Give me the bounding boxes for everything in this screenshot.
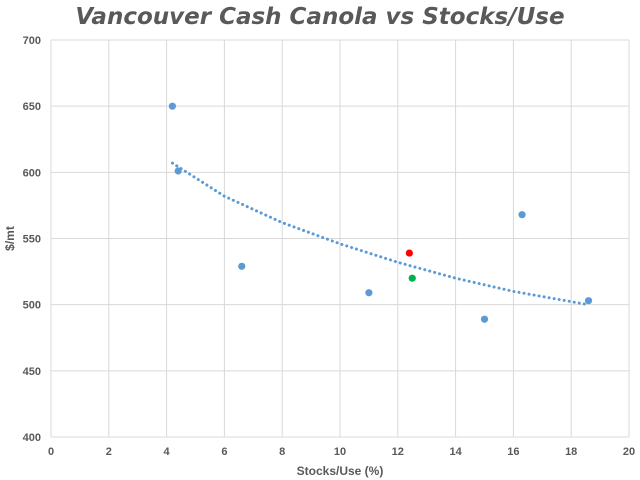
x-tick-label: 8 bbox=[279, 446, 285, 458]
x-tick-label: 2 bbox=[106, 446, 112, 458]
data-point bbox=[174, 167, 182, 175]
x-tick-label: 16 bbox=[507, 446, 519, 458]
chart-title: Vancouver Cash Canola vs Stocks/Use bbox=[75, 4, 565, 30]
y-tick-label: 400 bbox=[23, 432, 41, 444]
data-point bbox=[238, 262, 246, 270]
x-tick-label: 20 bbox=[623, 446, 635, 458]
data-point bbox=[518, 211, 526, 219]
y-tick-label: 650 bbox=[23, 101, 41, 113]
y-axis-label: $/mt bbox=[3, 226, 17, 251]
x-tick-label: 4 bbox=[164, 446, 171, 458]
data-point bbox=[168, 102, 176, 110]
data-point bbox=[365, 289, 373, 297]
y-tick-label: 700 bbox=[23, 35, 41, 47]
y-tick-label: 450 bbox=[23, 366, 41, 378]
x-tick-label: 10 bbox=[334, 446, 346, 458]
data-points bbox=[168, 102, 593, 323]
data-point bbox=[408, 274, 416, 282]
y-tick-label: 550 bbox=[23, 234, 41, 246]
trendline bbox=[170, 161, 590, 307]
tick-labels: 0 2 4 6 8 10 12 14 16 18 20 400 450 500 550 600 650 700 bbox=[23, 35, 635, 458]
x-tick-label: 12 bbox=[392, 446, 404, 458]
y-tick-label: 600 bbox=[23, 167, 41, 179]
data-point bbox=[405, 249, 413, 257]
gridlines bbox=[50, 39, 630, 438]
x-tick-label: 0 bbox=[48, 446, 54, 458]
data-point bbox=[480, 315, 489, 323]
y-tick-label: 500 bbox=[23, 300, 41, 312]
x-tick-label: 14 bbox=[449, 446, 462, 458]
data-point bbox=[584, 297, 593, 305]
x-tick-label: 18 bbox=[565, 446, 577, 458]
x-tick-label: 6 bbox=[221, 446, 227, 458]
x-axis-label: Stocks/Use (%) bbox=[297, 464, 384, 478]
